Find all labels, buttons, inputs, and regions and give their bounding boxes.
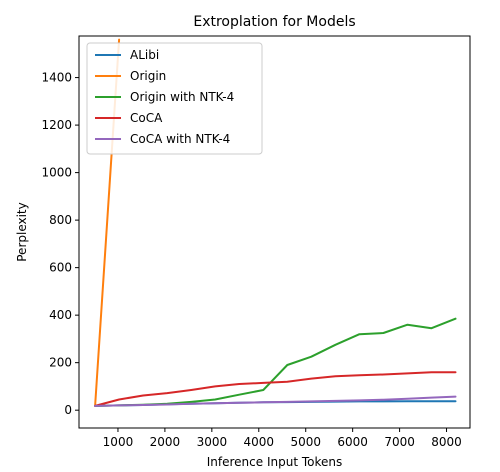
x-tick-label: 6000 [337, 435, 368, 449]
y-tick-label: 1000 [41, 166, 72, 180]
series-line-2 [94, 317, 457, 407]
x-tick-label: 5000 [290, 435, 321, 449]
x-tick-label: 4000 [244, 435, 275, 449]
legend-label-2: Origin with NTK-4 [130, 90, 234, 104]
x-tick-label: 1000 [103, 435, 134, 449]
x-tick-label: 8000 [431, 435, 462, 449]
chart-title: Extroplation for Models [193, 14, 355, 30]
plot-frame [78, 35, 471, 429]
x-axis-title: Inference Input Tokens [207, 455, 343, 469]
legend-label-0: ALibi [130, 48, 159, 62]
y-tick-label: 1400 [41, 71, 72, 85]
y-axis-title: Perplexity [15, 202, 29, 262]
x-tick-label: 3000 [197, 435, 228, 449]
series-line-3 [94, 371, 457, 407]
series-line-4 [94, 395, 457, 407]
y-tick-label: 200 [49, 356, 72, 370]
y-tick-label: 0 [64, 403, 72, 417]
x-axis: 1000 2000 3000 4000 5000 6000 7000 8000 [103, 428, 462, 449]
legend-label-1: Origin [130, 69, 166, 83]
legend: ALibi Origin Origin with NTK-4 CoCA CoCA wit… [86, 42, 263, 155]
y-axis: 0 200 400 600 800 1000 1200 1400 [41, 71, 79, 417]
y-tick-label: 400 [49, 308, 72, 322]
legend-label-4: CoCA with NTK-4 [130, 132, 230, 146]
y-tick-label: 800 [49, 213, 72, 227]
x-tick-label: 7000 [384, 435, 415, 449]
y-tick-label: 1200 [41, 118, 72, 132]
x-tick-label: 2000 [150, 435, 181, 449]
legend-label-3: CoCA [130, 111, 163, 125]
y-tick-label: 600 [49, 261, 72, 275]
legend-box [86, 42, 263, 155]
